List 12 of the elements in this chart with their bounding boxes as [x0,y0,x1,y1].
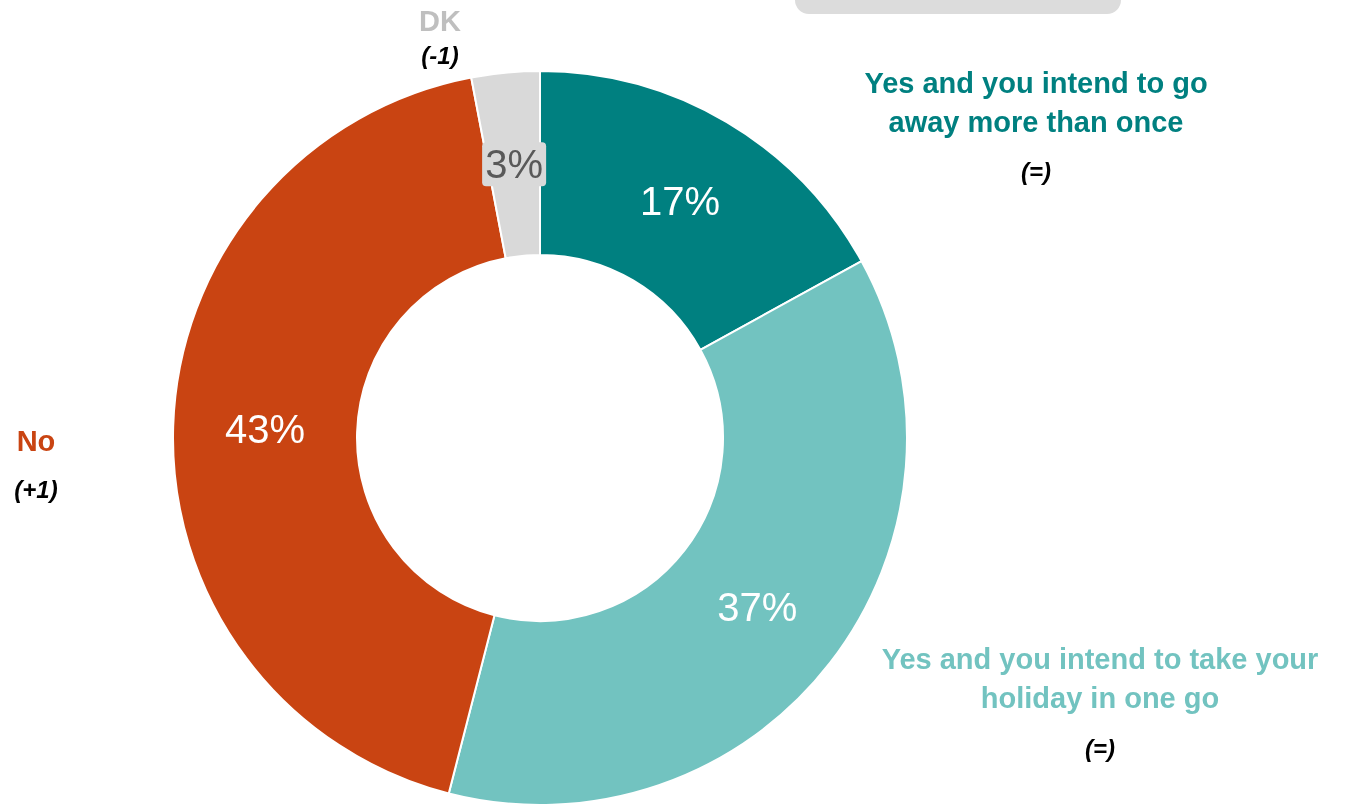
slice-label: No [15,424,57,459]
text: (+1) [13,476,59,504]
slice-label: DK [418,4,462,39]
data-label: 37% [717,584,798,629]
text: (=) [1084,735,1116,763]
data-label: 3% [485,142,544,187]
slice-label: Yes and you intend to go away more than once [863,66,1209,140]
slice-label: Yes and you intend to take your holiday in one go [880,642,1320,716]
data-label: 17% [639,179,721,224]
text: (=) [1020,158,1052,186]
data-label: 43% [225,407,306,452]
text: (-1) [420,42,460,70]
